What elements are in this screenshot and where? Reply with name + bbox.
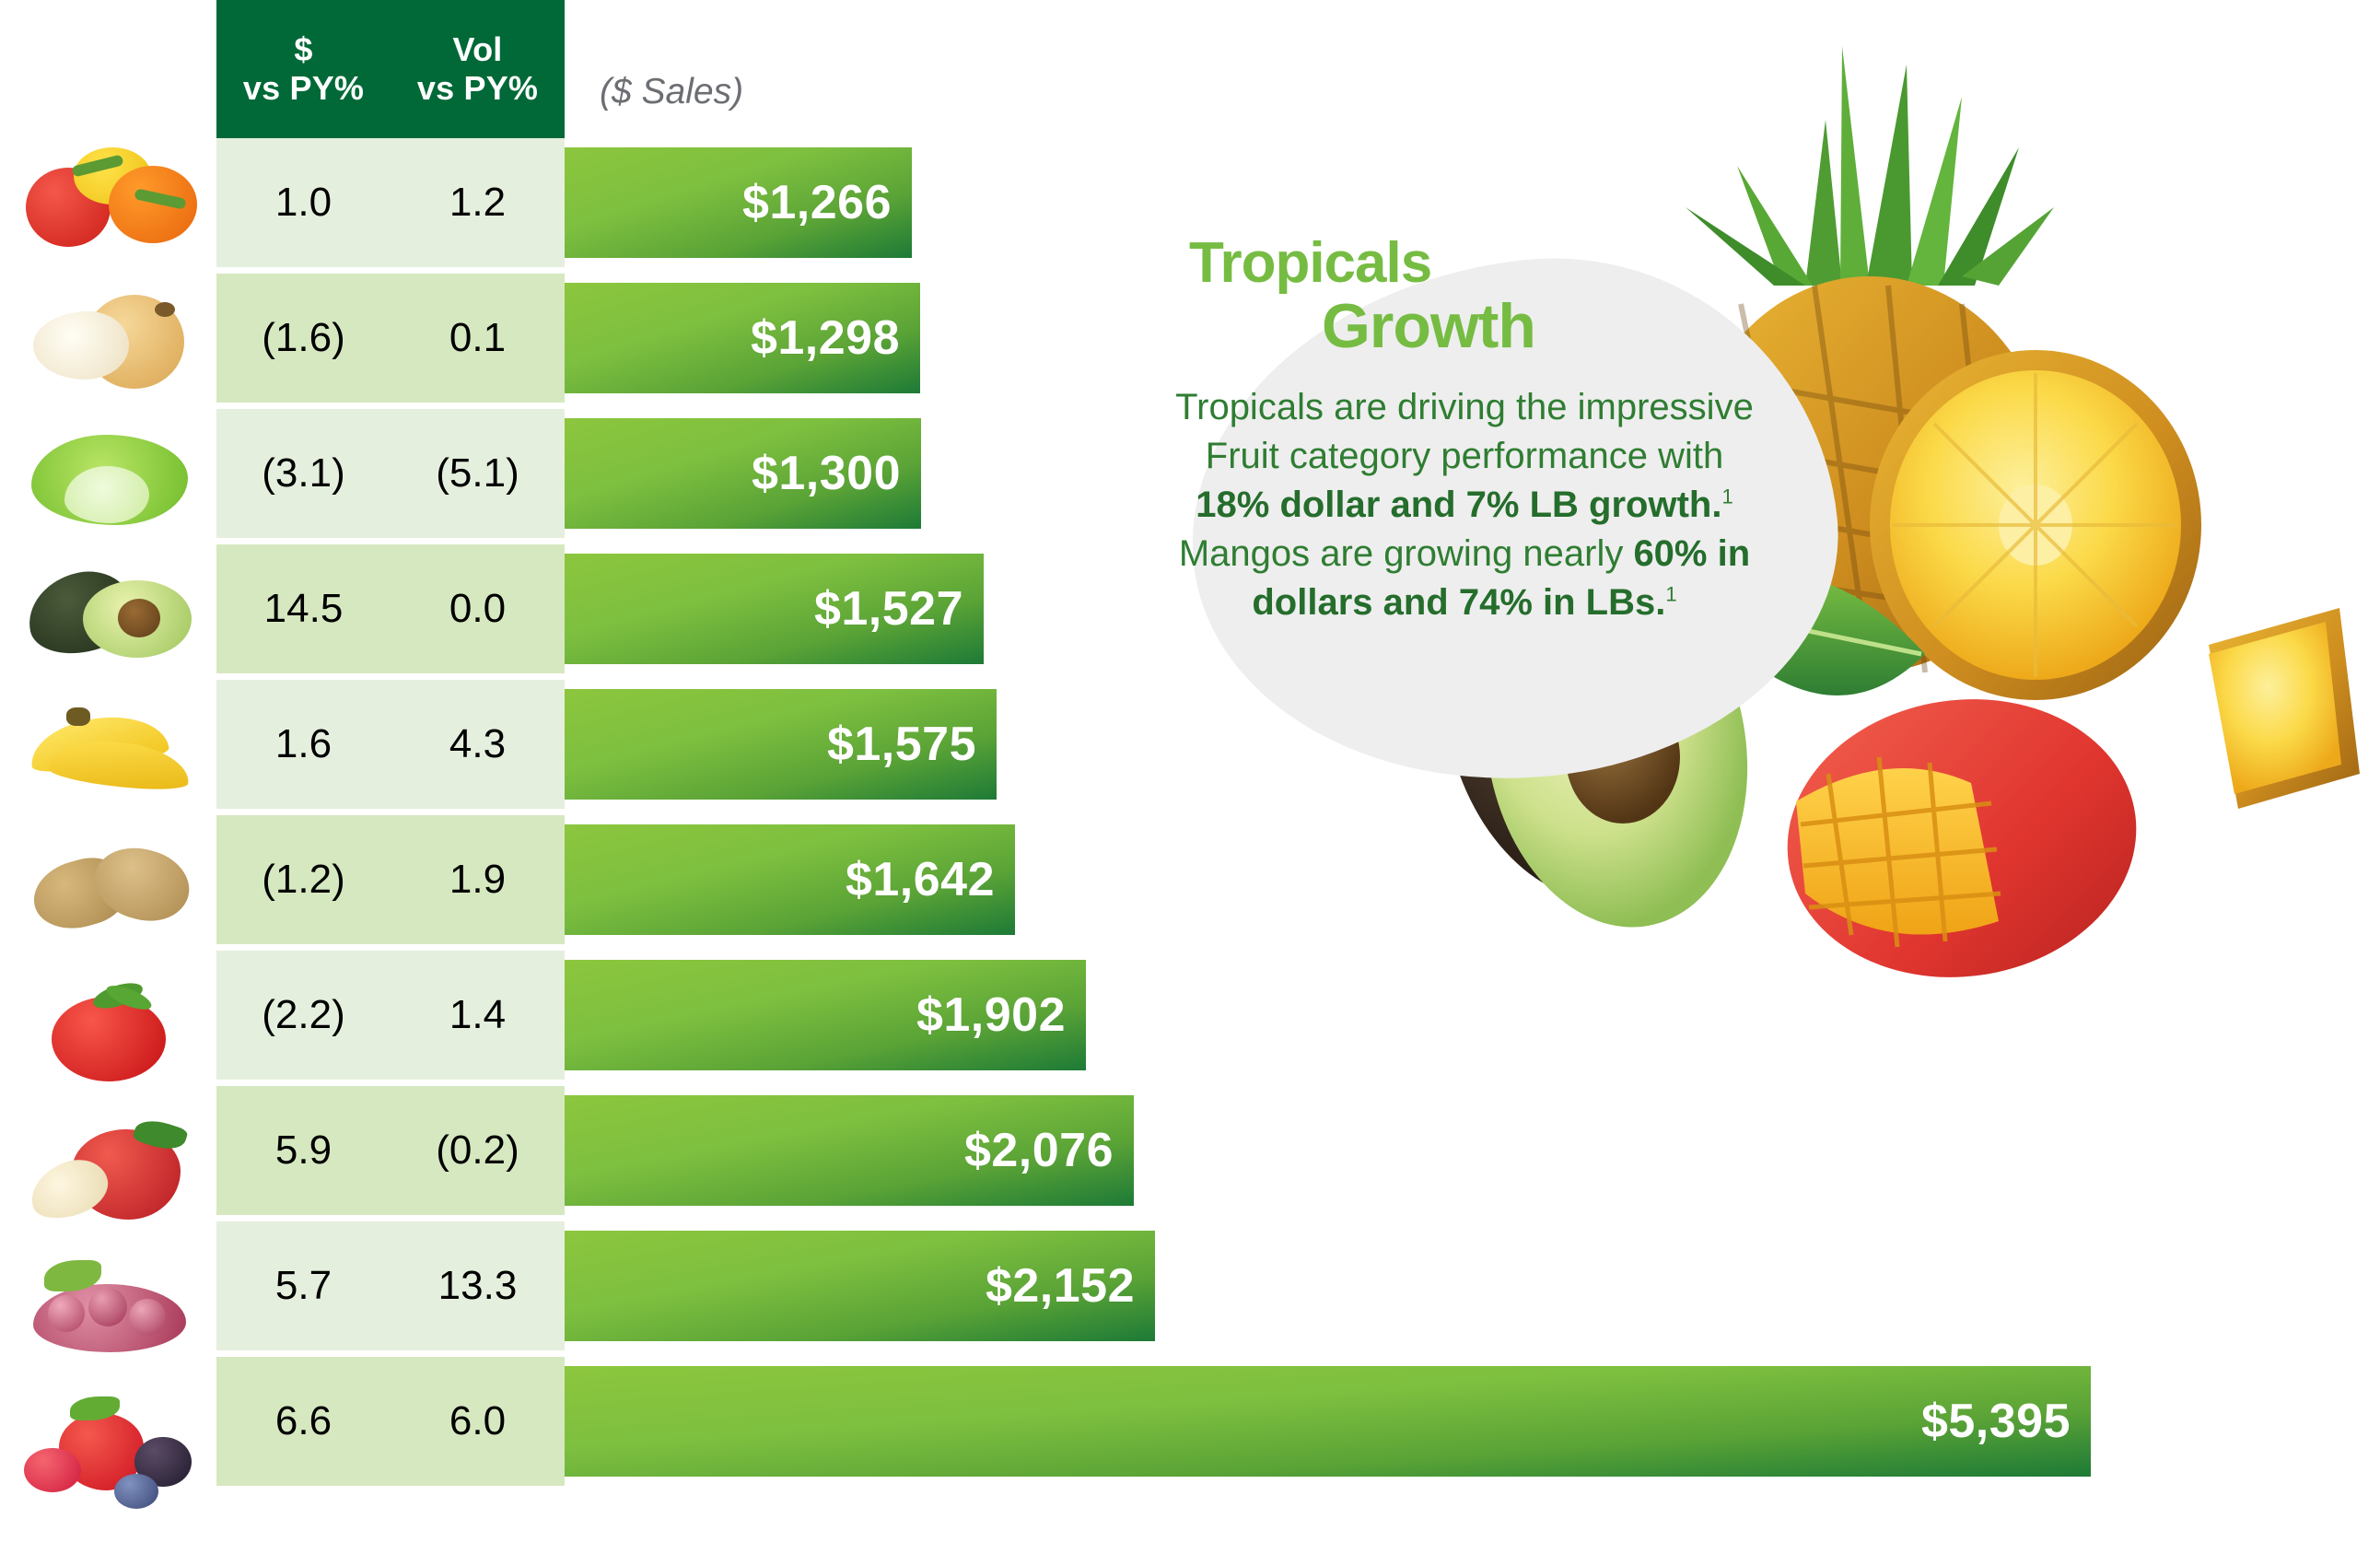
row-icon-bell-peppers — [7, 138, 210, 267]
row-icon-potatoes — [7, 829, 210, 958]
cell-dollar-vs-py: 5.7 — [274, 1263, 332, 1308]
bar-value-label: $1,642 — [845, 853, 995, 906]
tropicals-growth-callout: Tropicals Growth Tropicals are driving t… — [1156, 229, 1893, 824]
callout-footnote-ref-1: 1 — [1721, 485, 1733, 508]
callout-body: Tropicals are driving the impressive Fru… — [1156, 383, 1764, 626]
bar-value-label: $1,527 — [813, 582, 963, 636]
cell-dollar-vs-py: 1.0 — [274, 180, 332, 225]
callout-footnote-ref-2: 1 — [1665, 582, 1677, 606]
cell-dollar-vs-py: (1.2) — [262, 857, 345, 902]
cell-vol-vs-py: (0.2) — [436, 1127, 519, 1173]
table-row: 5.7 13.3 — [216, 1221, 565, 1350]
row-icon-onions — [7, 276, 210, 405]
pineapple-wedge-icon — [2209, 608, 2360, 809]
bar-value-label: $1,902 — [916, 988, 1066, 1042]
column-header-dollar-line1: $ — [294, 29, 313, 68]
column-header-vol-vs-py: Vol vs PY% — [391, 30, 565, 109]
table-row: 1.0 1.2 — [216, 138, 565, 267]
sales-axis-label: ($ Sales) — [600, 72, 744, 111]
berries-photo — [17, 1385, 201, 1509]
table-row: 14.5 0.0 — [216, 544, 565, 673]
tomato-photo — [17, 971, 201, 1092]
bar-tomatoes: $1,902 — [565, 960, 1086, 1070]
cell-dollar-vs-py: (3.1) — [262, 450, 345, 496]
bar-value-label: $1,298 — [750, 311, 900, 365]
cell-vol-vs-py: 0.1 — [449, 315, 507, 360]
bar-berries: $5,395 — [565, 1366, 2091, 1477]
bar-bell-peppers: $1,266 — [565, 147, 912, 258]
metrics-table: $ vs PY% Vol vs PY% 1.0 1.2 (1.6) 0.1 (3.1… — [216, 0, 565, 1492]
bar-bananas: $1,575 — [565, 689, 997, 800]
row-icon-berries — [7, 1382, 210, 1511]
row-icon-lettuce — [7, 415, 210, 543]
lettuce-photo — [17, 418, 201, 540]
row-icon-bananas — [7, 691, 210, 820]
bar-lettuce: $1,300 — [565, 418, 921, 529]
mango-cubes-icon — [1796, 756, 2001, 948]
bar-potatoes: $1,642 — [565, 824, 1015, 935]
bar-onions: $1,298 — [565, 283, 920, 393]
cell-dollar-vs-py: 14.5 — [263, 586, 344, 631]
callout-body-bold1: 18% dollar and 7% LB growth. — [1196, 484, 1722, 525]
table-row: 5.9 (0.2) — [216, 1086, 565, 1215]
cell-vol-vs-py: 1.9 — [449, 857, 507, 902]
pineapple-crown-icon — [1686, 46, 2054, 286]
callout-body-bold2: 60% in dollars and 74% in LBs. — [1252, 532, 1751, 623]
column-header-dollar-vs-py: $ vs PY% — [216, 30, 391, 109]
cell-vol-vs-py: 0.0 — [449, 586, 507, 631]
column-header-vol-line2: vs PY% — [416, 69, 539, 107]
cell-vol-vs-py: 13.3 — [438, 1263, 518, 1308]
avocado-photo — [17, 556, 201, 678]
cell-dollar-vs-py: 1.6 — [274, 721, 332, 766]
cell-dollar-vs-py: 6.6 — [274, 1398, 332, 1443]
callout-title-line1: Tropicals — [1189, 231, 1432, 295]
cell-dollar-vs-py: (1.6) — [262, 315, 345, 360]
pineapple-slice-large-icon — [1870, 350, 2201, 700]
cell-vol-vs-py: 1.4 — [449, 992, 507, 1037]
column-header-vol-line1: Vol — [452, 29, 503, 68]
bar-value-label: $1,575 — [826, 718, 976, 771]
cell-dollar-vs-py: (2.2) — [262, 992, 345, 1037]
bar-apples: $2,076 — [565, 1095, 1134, 1206]
table-row: (3.1) (5.1) — [216, 409, 565, 538]
bar-value-label: $2,076 — [963, 1124, 1114, 1177]
cell-vol-vs-py: 1.2 — [449, 180, 507, 225]
callout-body-part2: Mangos are growing nearly — [1178, 532, 1634, 574]
cell-vol-vs-py: (5.1) — [436, 450, 519, 496]
cell-vol-vs-py: 4.3 — [449, 721, 507, 766]
table-header: $ vs PY% Vol vs PY% — [216, 0, 565, 138]
apples-photo — [17, 1109, 201, 1231]
table-row: (2.2) 1.4 — [216, 951, 565, 1080]
table-row: (1.2) 1.9 — [216, 815, 565, 944]
sales-bar-chart: ($ Sales) $1,266 $1,298 $1,300 $1,527 $1… — [565, 0, 2130, 1492]
callout-title-line2: Growth — [1322, 291, 1536, 361]
cell-vol-vs-py: 6.0 — [449, 1398, 507, 1443]
bananas-photo — [17, 695, 201, 816]
cell-dollar-vs-py: 5.9 — [274, 1127, 332, 1173]
bar-value-label: $1,300 — [751, 447, 901, 500]
callout-body-part1: Tropicals are driving the impressive Fru… — [1175, 387, 1754, 477]
table-row: 6.6 6.0 — [216, 1357, 565, 1486]
onions-photo — [17, 280, 201, 402]
bar-avocados: $1,527 — [565, 554, 984, 664]
bar-value-label: $5,395 — [1920, 1395, 2071, 1448]
table-row: (1.6) 0.1 — [216, 274, 565, 403]
mango-icon — [1787, 699, 2137, 977]
row-icon-tomatoes — [7, 967, 210, 1096]
row-icon-grapes — [7, 1244, 210, 1373]
grapes-photo — [17, 1247, 201, 1369]
potatoes-photo — [17, 833, 201, 954]
column-header-dollar-line2: vs PY% — [242, 69, 365, 107]
bar-grapes: $2,152 — [565, 1231, 1155, 1341]
row-icon-apples — [7, 1105, 210, 1234]
row-icon-avocados — [7, 553, 210, 682]
bar-value-label: $2,152 — [985, 1259, 1135, 1313]
bar-value-label: $1,266 — [741, 176, 892, 229]
category-photo-column — [0, 138, 216, 1509]
bell-peppers-photo — [17, 142, 201, 263]
table-row: 1.6 4.3 — [216, 680, 565, 809]
